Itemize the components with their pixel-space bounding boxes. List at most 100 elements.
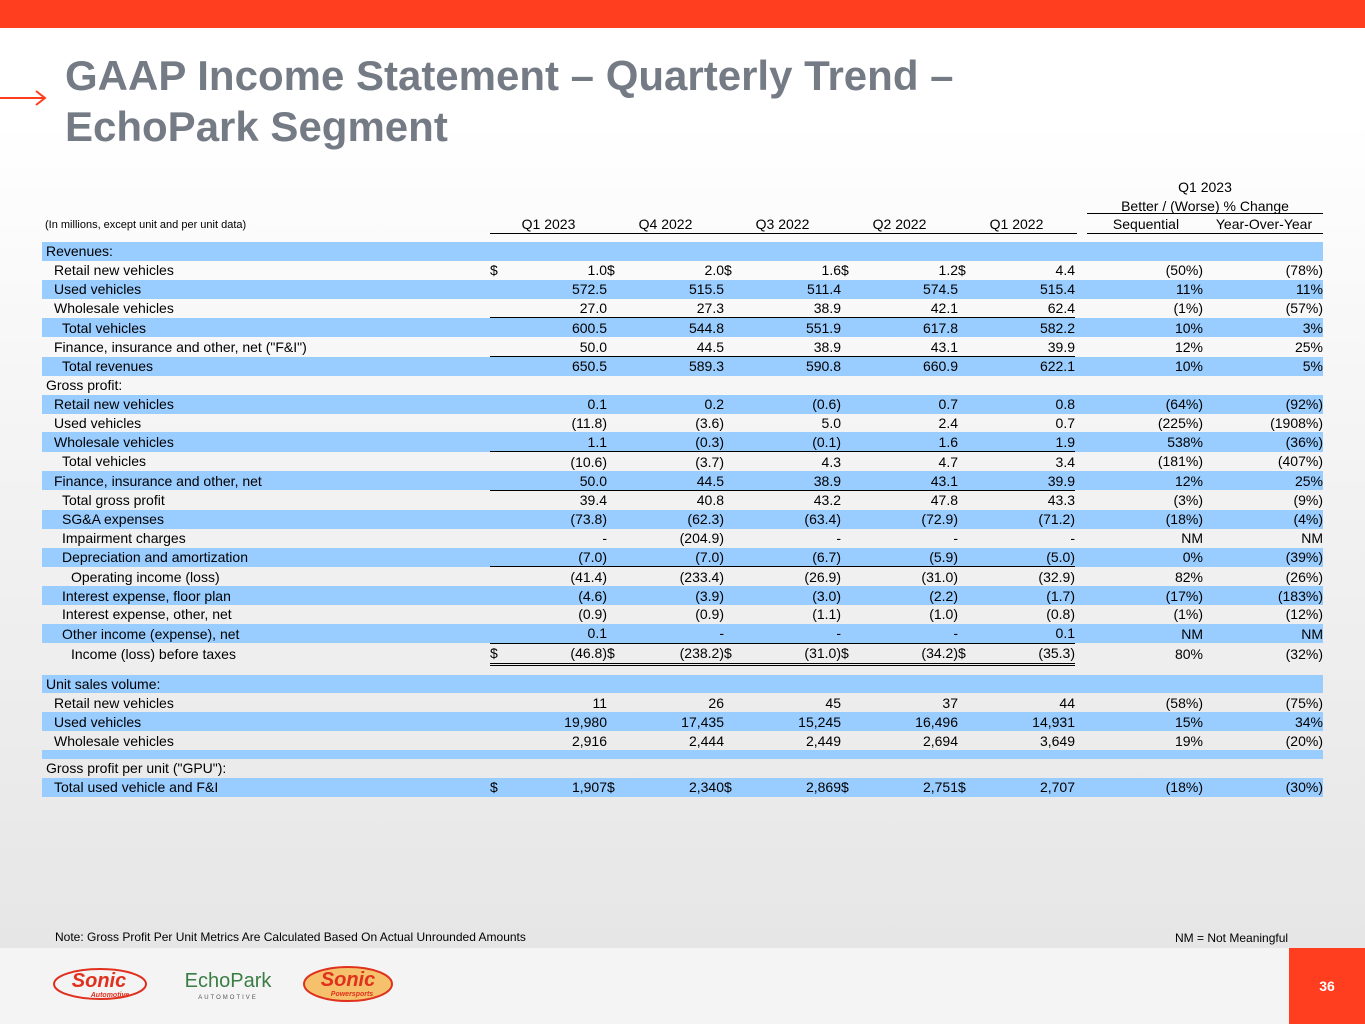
- spacer-cell: [1075, 548, 1085, 567]
- table-row: Unit sales volume:: [42, 675, 1323, 694]
- sonic-powersports-logo: Sonic Powersports: [302, 964, 394, 1004]
- value-cell: [504, 759, 607, 778]
- dollar-sign: [724, 452, 738, 471]
- row-label: Income (loss) before taxes: [42, 643, 490, 664]
- dollar-sign: [490, 624, 504, 643]
- spacer-cell: [1075, 432, 1085, 451]
- value-cell: (31.0): [738, 643, 841, 664]
- income-statement-table: Revenues: Retail new vehicles $1.0 $2.0 $1.6…: [42, 242, 1323, 797]
- spacer-cell: [1075, 586, 1085, 605]
- dollar-sign: [724, 318, 738, 337]
- dollar-sign: [724, 605, 738, 624]
- dollar-sign: [607, 318, 621, 337]
- value-cell: 44.5: [621, 337, 724, 356]
- value-cell: 4.4: [972, 261, 1075, 280]
- dollar-sign: [841, 318, 855, 337]
- sequential-change: (1%): [1085, 605, 1203, 624]
- dollar-sign: [607, 414, 621, 433]
- dollar-sign: $: [841, 261, 855, 280]
- table-row: Depreciation and amortization (7.0) (7.0)(…: [42, 548, 1323, 567]
- echopark-logo-text: EchoPark: [185, 970, 273, 992]
- dollar-sign: [958, 242, 972, 261]
- dollar-sign: $: [841, 778, 855, 797]
- value-cell: (3.0): [738, 586, 841, 605]
- value-cell: 37: [855, 693, 958, 712]
- value-cell: 582.2: [972, 318, 1075, 337]
- value-cell: [621, 242, 724, 261]
- value-cell: 0.1: [972, 624, 1075, 643]
- table-row: Finance, insurance and other, net ("F&I"…: [42, 337, 1323, 356]
- value-cell: 39.9: [972, 337, 1075, 356]
- dollar-sign: $: [607, 778, 621, 797]
- dollar-sign: $: [724, 261, 738, 280]
- spacer-row: [42, 750, 1323, 759]
- dollar-sign: [490, 452, 504, 471]
- value-cell: (7.0): [504, 548, 607, 567]
- dollar-sign: $: [607, 643, 621, 664]
- change-label: Better / (Worse) % Change: [1087, 198, 1323, 214]
- spacer-cell: [1075, 395, 1085, 414]
- sequential-change: 12%: [1085, 337, 1203, 356]
- dollar-sign: [724, 529, 738, 548]
- value-cell: [855, 675, 958, 694]
- spacer-cell: [1075, 471, 1085, 490]
- value-cell: (73.8): [504, 510, 607, 529]
- value-cell: 2,916: [504, 731, 607, 750]
- spacer-cell: [1075, 280, 1085, 299]
- row-label: Operating income (loss): [42, 567, 490, 586]
- yoy-change: (39%): [1203, 548, 1323, 567]
- dollar-sign: [490, 337, 504, 356]
- table-row: Wholesale vehicles 2,916 2,444 2,449 2,694 3,…: [42, 731, 1323, 750]
- value-cell: (0.9): [504, 605, 607, 624]
- dollar-sign: [607, 337, 621, 356]
- yoy-change: (57%): [1203, 299, 1323, 318]
- value-cell: (3.6): [621, 414, 724, 433]
- dollar-sign: [841, 376, 855, 395]
- sequential-change: 82%: [1085, 567, 1203, 586]
- row-label: Finance, insurance and other, net: [42, 471, 490, 490]
- yoy-change: 5%: [1203, 357, 1323, 376]
- dollar-sign: [607, 586, 621, 605]
- dollar-sign: [724, 432, 738, 451]
- spacer-cell: [1075, 778, 1085, 797]
- dollar-sign: [490, 432, 504, 451]
- row-label: Used vehicles: [42, 280, 490, 299]
- dollar-sign: [841, 731, 855, 750]
- value-cell: (4.6): [504, 586, 607, 605]
- value-cell: (1.7): [972, 586, 1075, 605]
- sequential-change: 538%: [1085, 432, 1203, 451]
- dollar-sign: [607, 471, 621, 490]
- spacer-cell: [1075, 529, 1085, 548]
- value-cell: 1.6: [738, 261, 841, 280]
- value-cell: [504, 242, 607, 261]
- dollar-sign: [841, 452, 855, 471]
- dollar-sign: [841, 414, 855, 433]
- spacer-cell: [1075, 693, 1085, 712]
- sequential-change: 0%: [1085, 548, 1203, 567]
- page-title: GAAP Income Statement – Quarterly Trend …: [65, 50, 954, 152]
- change-period: Q1 2023: [1087, 179, 1323, 195]
- value-cell: 1.0: [504, 261, 607, 280]
- sequential-change: [1085, 759, 1203, 778]
- value-cell: (5.9): [855, 548, 958, 567]
- yoy-change: NM: [1203, 529, 1323, 548]
- yoy-change: 3%: [1203, 318, 1323, 337]
- yoy-change: [1203, 759, 1323, 778]
- dollar-sign: [724, 759, 738, 778]
- dollar-sign: [607, 548, 621, 567]
- value-cell: 43.1: [855, 471, 958, 490]
- value-cell: 1.9: [972, 432, 1075, 451]
- dollar-sign: [607, 357, 621, 376]
- value-cell: 44.5: [621, 471, 724, 490]
- value-cell: (233.4): [621, 567, 724, 586]
- dollar-sign: $: [490, 778, 504, 797]
- dollar-sign: [724, 299, 738, 318]
- dollar-sign: [490, 586, 504, 605]
- yoy-change: (75%): [1203, 693, 1323, 712]
- value-cell: 2,694: [855, 731, 958, 750]
- dollar-sign: [958, 675, 972, 694]
- dollar-sign: [958, 376, 972, 395]
- value-cell: 38.9: [738, 337, 841, 356]
- dollar-sign: [607, 675, 621, 694]
- dollar-sign: [841, 548, 855, 567]
